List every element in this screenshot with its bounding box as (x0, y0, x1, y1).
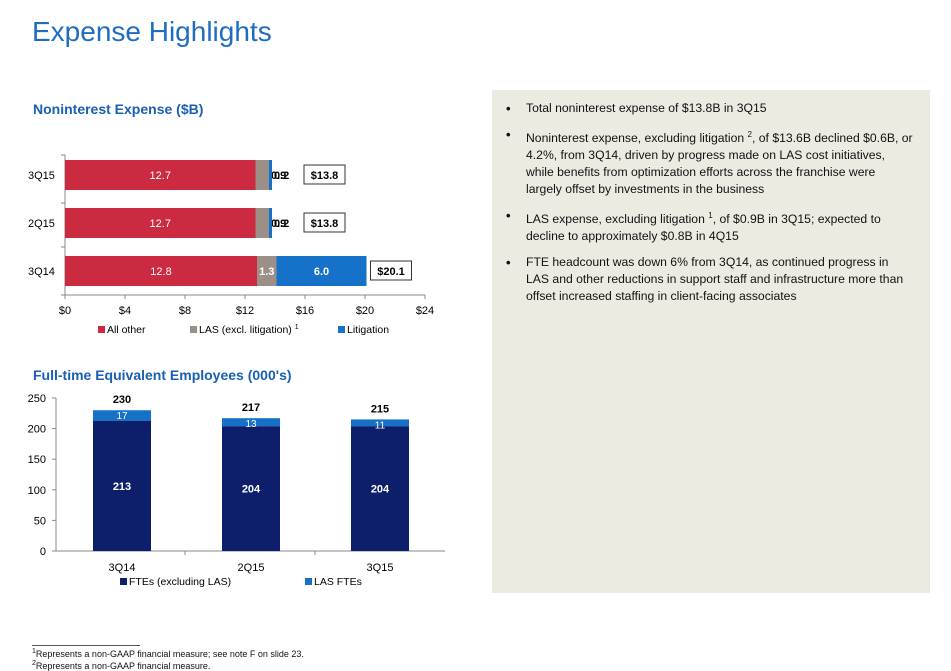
bullet-text-start: LAS expense, excluding litigation (526, 212, 709, 227)
legend-swatch (120, 578, 127, 585)
bar-segment (222, 426, 280, 551)
bullet-icon: • (506, 208, 511, 224)
fte-chart: 0 50 100 150 200 250 213 17 230 3Q14 204 13 217 2Q15 2… (28, 393, 445, 588)
bullet-icon: • (506, 255, 511, 271)
footnote-ref: 2 (747, 130, 752, 139)
data-label: 0.2 (274, 218, 289, 230)
total-label: $13.8 (311, 170, 339, 182)
legend-label: All other (107, 324, 146, 336)
data-label: 0.2 (274, 170, 289, 182)
bullet-text: FTE headcount was down 6% from 3Q14, as … (526, 255, 904, 304)
footnote-marker: 2 (32, 660, 36, 667)
data-label: 213 (113, 481, 131, 493)
footnote-ref: 1 (708, 211, 713, 221)
bullet-text-start: Noninterest expense, excluding litigatio… (526, 131, 748, 146)
data-label: 12.7 (150, 218, 171, 230)
x-tick-label: $12 (236, 305, 254, 317)
bar-segment (351, 426, 409, 551)
data-label: 17 (116, 411, 128, 422)
category-label: 3Q14 (28, 266, 55, 278)
total-label: $20.1 (377, 266, 405, 278)
y-tick-label: 100 (28, 485, 46, 497)
legend-label: LAS FTEs (314, 576, 362, 588)
x-tick-label: $0 (59, 305, 71, 317)
x-tick-label: $20 (356, 305, 374, 317)
total-label: $13.8 (311, 218, 339, 230)
bar-segment (269, 208, 272, 238)
data-label: 13 (245, 419, 257, 430)
total-box (370, 260, 412, 281)
data-label: 11 (375, 420, 386, 431)
data-label: 12.7 (150, 170, 171, 182)
y-tick-label: 200 (28, 424, 46, 436)
bullet-item: • LAS expense, excluding litigation 1, o… (506, 207, 914, 245)
category-label: 2Q15 (238, 562, 265, 574)
bar-segment (93, 410, 151, 421)
data-label: 12.8 (150, 266, 171, 278)
category-label: 3Q14 (109, 562, 136, 574)
bullet-text-end: , of $0.9B in 3Q15; expected to decline … (526, 212, 881, 244)
legend-swatch (98, 326, 105, 333)
bar-segment (269, 160, 272, 190)
bullet-text-end: , of $13.6B declined $0.6B, or 4.2%, fro… (526, 131, 913, 197)
bullet-item: • Noninterest expense, excluding litigat… (506, 126, 914, 198)
expense-chart-title: Noninterest Expense ($B) (33, 101, 204, 117)
legend-label: LAS (excl. litigation) 1 (199, 324, 299, 336)
data-label: 0.9 (271, 170, 286, 182)
y-tick-label: 250 (28, 393, 46, 405)
footnote-marker: 1 (32, 648, 36, 655)
data-label: 1.3 (259, 266, 274, 278)
legend-label: Litigation (347, 324, 389, 336)
footnote-text: Represents a non-GAAP financial measure;… (35, 649, 304, 659)
footnote-2: 2Represents a non-GAAP financial measure… (32, 660, 210, 671)
footnote-text: Represents a non-GAAP financial measure. (35, 661, 211, 671)
x-tick-label: $16 (296, 305, 314, 317)
bullet-item: • Total noninterest expense of $13.8B in… (506, 100, 914, 117)
category-label: 2Q15 (28, 218, 55, 230)
y-tick-label: 150 (28, 454, 46, 466)
bar-segment (222, 418, 280, 427)
total-label: 230 (113, 394, 131, 406)
x-tick-label: $24 (416, 305, 434, 317)
x-tick-label: $8 (179, 305, 191, 317)
legend-swatch (305, 578, 312, 585)
bar-segment (255, 160, 269, 190)
fte-chart-title: Full-time Equivalent Employees (000's) (33, 367, 292, 383)
bar-segment (351, 419, 409, 427)
total-label: 215 (371, 403, 389, 415)
footnote-divider (32, 645, 140, 646)
legend-swatch (190, 326, 197, 333)
total-box (303, 212, 346, 233)
y-tick-label: 0 (40, 546, 46, 558)
bar-segment (257, 256, 277, 286)
bar-segment (65, 256, 257, 286)
bar-segment (93, 420, 151, 551)
bullet-item: • FTE headcount was down 6% from 3Q14, a… (506, 254, 914, 305)
bullet-text: Total noninterest expense of $13.8B in 3… (526, 101, 767, 115)
bullet-icon: • (506, 101, 511, 116)
data-label: 204 (371, 484, 390, 496)
bar-segment (65, 208, 256, 238)
bar-segment (65, 160, 256, 190)
data-label: 204 (242, 484, 261, 496)
y-tick-label: 50 (34, 515, 46, 527)
commentary-panel: • Total noninterest expense of $13.8B in… (492, 90, 930, 593)
total-box (303, 164, 346, 185)
legend-label: FTEs (excluding LAS) (129, 576, 231, 588)
data-label: 0.9 (271, 218, 286, 230)
bar-segment (276, 256, 367, 286)
bar-segment (255, 208, 269, 238)
x-tick-label: $4 (119, 305, 131, 317)
footnote-1: 1Represents a non-GAAP financial measure… (32, 648, 304, 659)
page-title: Expense Highlights (32, 16, 272, 47)
bullet-icon: • (506, 127, 511, 142)
total-label: 217 (242, 402, 260, 414)
category-label: 3Q15 (28, 170, 55, 182)
category-label: 3Q15 (367, 562, 394, 574)
legend-swatch (338, 326, 345, 333)
data-label: 6.0 (314, 266, 329, 278)
